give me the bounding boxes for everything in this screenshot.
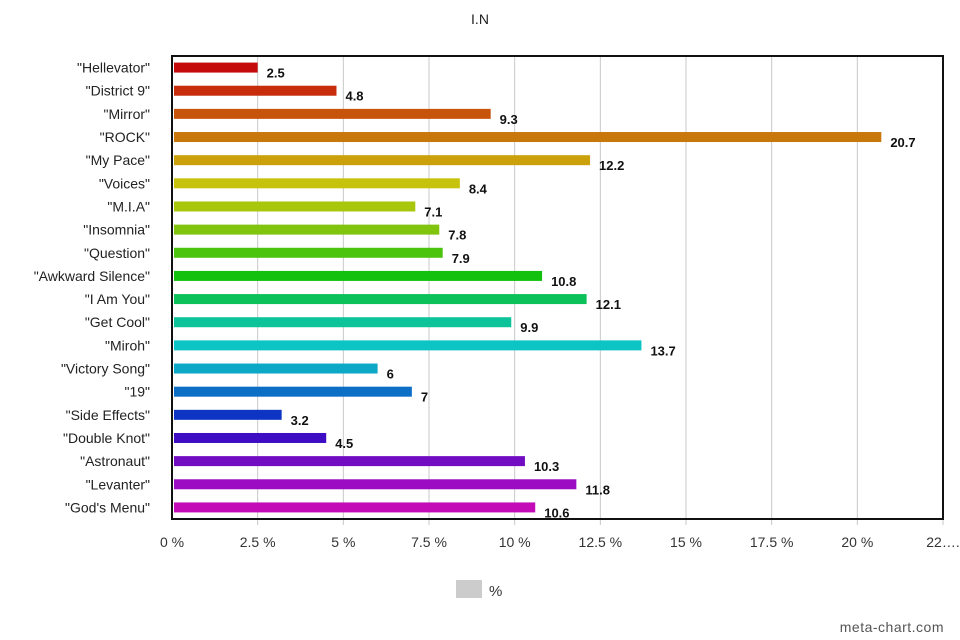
bar[interactable] xyxy=(174,247,443,258)
x-tick-label: 2.5 % xyxy=(240,534,276,550)
category-label: "Mirror" xyxy=(104,106,151,122)
watermark: meta-chart.com xyxy=(840,619,944,635)
bar-value-label: 9.3 xyxy=(500,112,518,127)
bar-value-label: 6 xyxy=(387,367,394,382)
bar-value-label: 10.6 xyxy=(544,505,569,520)
bar[interactable] xyxy=(174,317,512,328)
category-label: "Awkward Silence" xyxy=(34,268,150,284)
bar-value-label: 2.5 xyxy=(267,66,285,81)
category-label: "God's Menu" xyxy=(65,499,150,515)
category-label: "Question" xyxy=(84,245,150,261)
x-tick-label: 5 % xyxy=(331,534,355,550)
bar-value-label: 10.3 xyxy=(534,459,559,474)
x-tick-label: 22…. xyxy=(926,534,959,550)
bar-value-label: 3.2 xyxy=(291,413,309,428)
bar[interactable] xyxy=(174,132,882,143)
bar[interactable] xyxy=(174,85,337,96)
category-label: "District 9" xyxy=(86,83,150,99)
bar-value-label: 20.7 xyxy=(890,135,915,150)
bar[interactable] xyxy=(174,386,412,397)
bar-value-label: 7.9 xyxy=(452,251,470,266)
category-label: "Astronaut" xyxy=(80,453,150,469)
bar-value-label: 4.5 xyxy=(335,436,353,451)
x-tick-label: 0 % xyxy=(160,534,184,550)
x-tick-label: 10 % xyxy=(499,534,531,550)
bar[interactable] xyxy=(174,502,536,513)
legend[interactable]: % xyxy=(456,580,502,600)
category-label: "M.I.A" xyxy=(107,198,150,214)
category-label: "19" xyxy=(124,384,150,400)
bar[interactable] xyxy=(174,270,543,281)
x-tick-labels: 0 % 2.5 % 5 % 7.5 % 10 % 12.5 % 15 % 17.5 % 20 %… xyxy=(160,534,960,550)
bar[interactable] xyxy=(174,178,460,189)
bar[interactable] xyxy=(174,108,491,119)
bar[interactable] xyxy=(174,62,258,73)
bar-value-label: 10.8 xyxy=(551,274,576,289)
bar-value-label: 11.8 xyxy=(585,482,610,497)
bars: 2.5 4.8 9.3 20.7 12.2 8.4 7.1 7.8 7.9 10.8 12.1 9.9… xyxy=(174,62,916,520)
legend-swatch xyxy=(456,580,482,598)
bar-value-label: 8.4 xyxy=(469,181,488,196)
category-label: "Victory Song" xyxy=(61,361,150,377)
category-label: "Side Effects" xyxy=(66,407,150,423)
plot-frame xyxy=(171,55,944,520)
category-label: "Insomnia" xyxy=(83,222,150,238)
category-label: "Levanter" xyxy=(86,476,150,492)
category-label: "Hellevator" xyxy=(77,60,150,76)
bar[interactable] xyxy=(174,155,591,166)
category-label: "My Pace" xyxy=(86,152,150,168)
bar-value-label: 7.8 xyxy=(448,228,466,243)
category-label: "ROCK" xyxy=(100,129,150,145)
bar[interactable] xyxy=(174,363,378,374)
bar-value-label: 4.8 xyxy=(345,89,363,104)
bar[interactable] xyxy=(174,432,327,443)
x-tick-label: 15 % xyxy=(670,534,702,550)
bar-value-label: 12.1 xyxy=(596,297,621,312)
bar[interactable] xyxy=(174,409,282,420)
bar[interactable] xyxy=(174,456,525,467)
bar-value-label: 9.9 xyxy=(520,320,538,335)
category-label: "Double Knot" xyxy=(63,430,150,446)
bar[interactable] xyxy=(174,340,642,351)
legend-label: % xyxy=(489,583,502,600)
x-tick-label: 12.5 % xyxy=(579,534,623,550)
bar-value-label: 7 xyxy=(421,390,428,405)
category-labels: "Hellevator" "District 9" "Mirror" "ROCK" "M… xyxy=(34,60,150,516)
bar[interactable] xyxy=(174,201,416,212)
x-tick-label: 7.5 % xyxy=(411,534,447,550)
chart-title: I.N xyxy=(471,11,489,27)
bar-value-label: 13.7 xyxy=(650,343,675,358)
gridlines xyxy=(257,56,944,525)
category-label: "I Am You" xyxy=(85,291,150,307)
x-tick-label: 20 % xyxy=(841,534,873,550)
category-label: "Get Cool" xyxy=(85,314,150,330)
bar-value-label: 7.1 xyxy=(424,204,442,219)
category-label: "Miroh" xyxy=(105,337,150,353)
bar-value-label: 12.2 xyxy=(599,158,624,173)
bar[interactable] xyxy=(174,294,587,305)
category-label: "Voices" xyxy=(99,175,150,191)
bar[interactable] xyxy=(174,479,577,490)
bar[interactable] xyxy=(174,224,440,235)
x-tick-label: 17.5 % xyxy=(750,534,794,550)
